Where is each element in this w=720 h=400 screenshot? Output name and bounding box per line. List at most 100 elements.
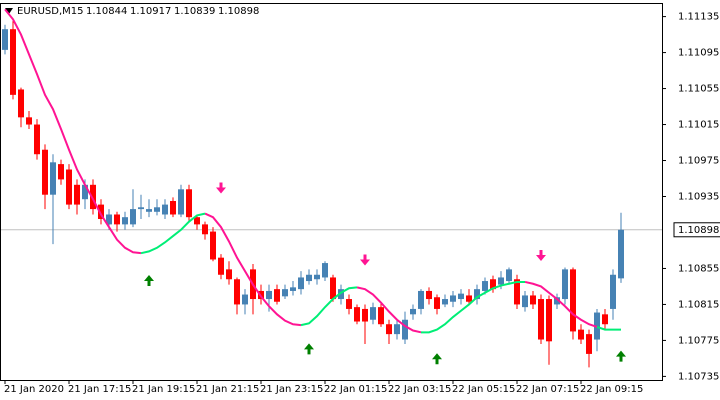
header-open: 1.10844: [86, 6, 127, 17]
candle-body: [90, 184, 96, 210]
candle-body: [42, 149, 48, 195]
candle-body: [570, 269, 576, 332]
candle-body: [26, 117, 32, 125]
candle-body: [234, 279, 240, 305]
candle-body: [282, 289, 288, 297]
candle-body: [226, 269, 232, 280]
header-low: 1.10839: [174, 6, 215, 17]
plot-border: [0, 3, 663, 381]
candle-body: [322, 263, 328, 278]
candle-body: [74, 184, 80, 205]
x-tick-label: 22 Jan 07:15: [516, 384, 579, 395]
x-tick-label: 21 Jan 2020: [4, 384, 64, 395]
candle-body: [114, 214, 120, 225]
candle-body: [82, 184, 88, 200]
candle-body: [202, 224, 208, 235]
buy-arrow: [432, 353, 442, 365]
candle-body: [162, 204, 168, 215]
candle-body: [450, 295, 456, 302]
y-tick-label: 1.10935: [678, 191, 719, 202]
last-price-box: [673, 222, 720, 238]
candle-body: [2, 29, 8, 50]
x-tick-label: 21 Jan 17:15: [68, 384, 131, 395]
candle-body: [58, 164, 64, 180]
symbol-title: EURUSD,M15: [17, 6, 83, 17]
buy-arrow: [616, 350, 626, 362]
header-close: 1.10898: [218, 6, 259, 17]
candle-body: [306, 274, 312, 282]
candle-body: [602, 314, 608, 325]
candle-body: [522, 295, 528, 308]
candle-body: [610, 274, 616, 309]
candle-body: [442, 299, 448, 305]
y-tick-label: 1.10735: [678, 371, 719, 382]
candle-body: [410, 308, 416, 315]
candle-body: [218, 257, 224, 275]
x-tick-label: 22 Jan 01:15: [324, 384, 387, 395]
candle-body: [194, 217, 200, 225]
candle-body: [138, 207, 144, 210]
candle-body: [418, 290, 424, 309]
candle-body: [506, 269, 512, 282]
y-tick-label: 1.11055: [678, 84, 719, 95]
candle-body: [538, 299, 544, 340]
buy-arrow: [144, 275, 154, 287]
candle-body: [434, 297, 440, 309]
candle-body: [482, 281, 488, 291]
indicator-line: [140, 212, 621, 334]
candle-body: [546, 299, 552, 342]
x-tick-label: 22 Jan 03:15: [388, 384, 451, 395]
sell-arrow: [536, 249, 546, 261]
candle-body: [106, 214, 112, 225]
candle-body: [338, 289, 344, 300]
candle-body: [66, 169, 72, 205]
candle-body: [402, 319, 408, 340]
x-tick-label: 22 Jan 05:15: [452, 384, 515, 395]
candle-body: [586, 334, 592, 354]
y-tick-label: 1.11015: [678, 120, 719, 131]
buy-arrow: [304, 343, 314, 355]
candle-body: [122, 217, 128, 225]
candle-body: [274, 289, 280, 302]
y-tick-label: 1.10975: [678, 156, 719, 167]
x-tick-label: 21 Jan 21:15: [196, 384, 259, 395]
y-tick-label: 1.10855: [678, 263, 719, 274]
candle-body: [426, 290, 432, 300]
x-tick-label: 21 Jan 23:15: [260, 384, 323, 395]
candle-body: [146, 209, 152, 212]
x-tick-label: 22 Jan 09:15: [580, 384, 643, 395]
candle-body: [394, 324, 400, 335]
candle-body: [266, 290, 272, 300]
candle-body: [186, 189, 192, 218]
candle-body: [178, 189, 184, 215]
candle-body: [370, 307, 376, 320]
candle-body: [330, 277, 336, 300]
candle-body: [210, 231, 216, 260]
x-tick-label: 21 Jan 19:15: [132, 384, 195, 395]
indicator-line: [4, 8, 598, 334]
last-price-label: 1.10898: [678, 225, 719, 236]
menu-icon[interactable]: [5, 8, 13, 14]
candle-body: [362, 308, 368, 322]
candle-body: [354, 307, 360, 322]
candle-body: [346, 299, 352, 309]
candle-body: [290, 287, 296, 291]
candle-body: [98, 204, 104, 219]
candle-body: [10, 29, 16, 95]
candle-body: [298, 277, 304, 290]
candle-body: [154, 207, 160, 212]
y-tick-label: 1.11095: [678, 48, 719, 59]
candle-body: [514, 279, 520, 305]
candle-body: [578, 329, 584, 340]
candle-body: [530, 295, 536, 305]
candle-body: [458, 293, 464, 300]
y-tick-label: 1.10775: [678, 335, 719, 346]
candle-body: [474, 289, 480, 300]
candle-body: [170, 200, 176, 215]
candle-body: [618, 229, 624, 279]
candle-body: [50, 162, 56, 195]
candle-body: [314, 274, 320, 280]
candle-body: [130, 209, 136, 225]
